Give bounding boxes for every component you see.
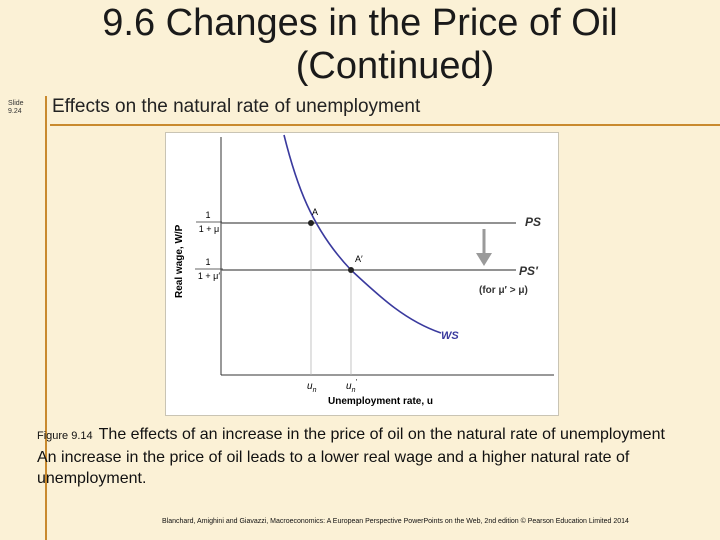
ps-label: PS: [525, 215, 541, 229]
slide-title: 9.6 Changes in the Price of Oil (Continu…: [0, 2, 720, 88]
subtitle-divider: [50, 124, 720, 126]
point-a-marker: [308, 220, 314, 226]
diagram-svg: A A′ PS PS′ (for μ′ > μ) WS 1 1 + μ 1 1 …: [174, 134, 554, 407]
ps-fraction-numerator: 1: [205, 210, 210, 220]
shift-arrow-head: [476, 253, 492, 266]
figure-number: Figure 9.14: [37, 430, 93, 442]
caption-heading: The effects of an increase in the price …: [98, 426, 665, 443]
slide-number: Slide 9.24: [8, 100, 24, 115]
figure-caption: Figure 9.14 The effects of an increase in…: [37, 424, 697, 489]
ps2-note: (for μ′ > μ): [479, 285, 528, 296]
caption-body: An increase in the price of oil leads to…: [37, 449, 630, 487]
slide-title-line2: (Continued): [295, 45, 495, 87]
ws-curve: [283, 134, 442, 334]
x-tick-un: un: [307, 381, 317, 394]
ws-label: WS: [441, 330, 459, 342]
diagram-panel: A A′ PS PS′ (for μ′ > μ) WS 1 1 + μ 1 1 …: [165, 132, 559, 416]
y-axis-label: Real wage, W/P: [174, 224, 185, 298]
point-a-label: A: [312, 207, 318, 217]
ps2-fraction-denominator: 1 + μ′: [198, 271, 220, 281]
ps-fraction-denominator: 1 + μ: [199, 224, 219, 234]
slide-subtitle: Effects on the natural rate of unemploym…: [52, 96, 421, 117]
x-axis-label: Unemployment rate, u: [328, 396, 433, 407]
point-a2-marker: [348, 267, 354, 273]
x-tick-un2: un′: [346, 379, 357, 394]
slide-title-line1: 9.6 Changes in the Price of Oil: [102, 2, 618, 44]
ps2-fraction-numerator: 1: [205, 257, 210, 267]
left-divider: [45, 96, 47, 540]
source-credit: Blanchard, Amighini and Giavazzi, Macroe…: [162, 518, 629, 525]
point-a2-label: A′: [355, 254, 363, 264]
ps2-label: PS′: [519, 264, 539, 278]
